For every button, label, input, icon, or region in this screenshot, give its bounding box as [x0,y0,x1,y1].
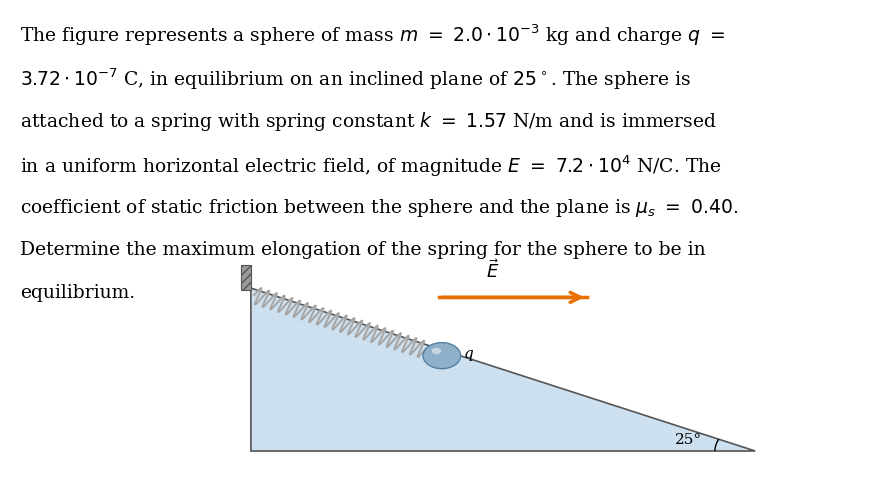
Circle shape [423,343,461,369]
Circle shape [432,348,441,354]
Text: $3.72 \cdot 10^{-7}$ C, in equilibrium on an inclined plane of $25^\circ$. The s: $3.72 \cdot 10^{-7}$ C, in equilibrium o… [20,66,691,91]
Text: The figure represents a sphere of mass $m\ =\ 2.0 \cdot 10^{-3}$ kg and charge $: The figure represents a sphere of mass $… [20,22,725,48]
Polygon shape [241,265,251,291]
Polygon shape [251,288,755,451]
Text: 25°: 25° [675,432,702,446]
Text: q: q [463,347,473,361]
Text: coefficient of static friction between the sphere and the plane is $\mu_s\ =\ 0.: coefficient of static friction between t… [20,197,738,218]
Text: attached to a spring with spring constant $k\ =\ 1.57$ N/m and is immersed: attached to a spring with spring constan… [20,109,717,133]
Text: equilibrium.: equilibrium. [20,284,134,302]
Text: $\vec{E}$: $\vec{E}$ [487,258,499,282]
Text: Determine the maximum elongation of the spring for the sphere to be in: Determine the maximum elongation of the … [20,240,705,258]
Text: in a uniform horizontal electric field, of magnitude $E\ =\ 7.2 \cdot 10^4$ N/C.: in a uniform horizontal electric field, … [20,153,721,179]
